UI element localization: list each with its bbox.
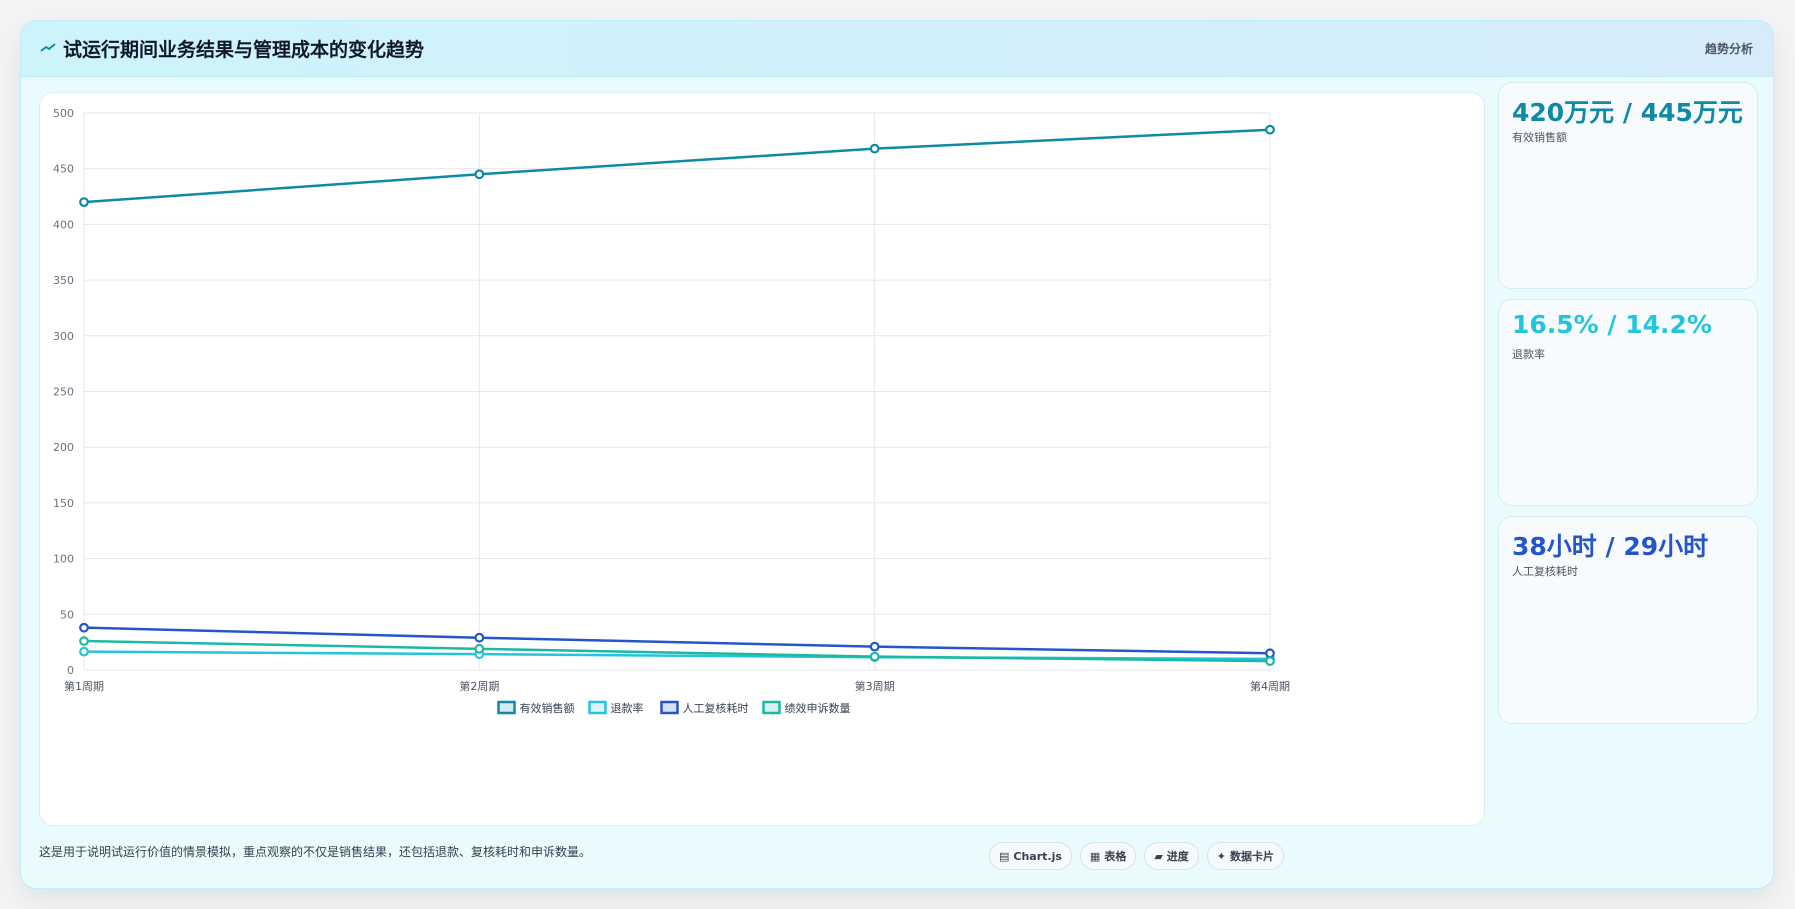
legend-label: 有效销售额	[520, 701, 575, 715]
y-tick-label: 0	[67, 664, 74, 677]
trend-line-icon	[40, 43, 56, 52]
pill-label: 表格	[1104, 850, 1127, 863]
y-tick-label: 450	[53, 163, 74, 176]
pill-label: Chart.js	[1013, 849, 1062, 863]
stat-value-refund: 16.5% / 14.2%	[1512, 310, 1712, 339]
stat-label-sales: 有效销售额	[1512, 131, 1567, 144]
data-point	[474, 643, 485, 654]
legend-swatch	[762, 700, 781, 715]
data-point	[869, 143, 880, 154]
data-point	[79, 646, 89, 657]
x-tick-label: 第4周期	[1250, 679, 1290, 693]
pill-data-card[interactable]: ✦ 数据卡片	[1206, 842, 1285, 870]
stat-value-review: 38小时 / 29小时	[1512, 532, 1709, 561]
data-point	[1265, 656, 1275, 666]
y-tick-label: 150	[53, 497, 74, 510]
data-point	[869, 651, 880, 662]
stat-value-sales: 420万元 / 445万元	[1512, 98, 1743, 127]
y-tick-label: 100	[53, 553, 74, 566]
chart-card: 试运行期间业务结果与管理成本的变化趋势 趋势分析 0 50 100 150 200 250…	[20, 20, 1774, 889]
y-tick-label: 50	[60, 608, 74, 621]
stat-card-review: 38小时 / 29小时 人工复核耗时	[1498, 516, 1758, 724]
data-point	[79, 197, 89, 208]
stat-label-refund: 退款率	[1512, 348, 1545, 361]
y-tick-label: 350	[53, 274, 74, 287]
pill-label: 进度	[1166, 850, 1189, 863]
pill-progress[interactable]: ▰ 进度	[1144, 842, 1199, 870]
data-point	[1265, 648, 1275, 659]
data-point	[474, 169, 485, 180]
series-line	[83, 128, 1271, 204]
stat-label-review: 人工复核耗时	[1512, 565, 1578, 578]
data-point	[79, 622, 89, 633]
legend-swatch	[588, 700, 607, 715]
page-title: 试运行期间业务结果与管理成本的变化趋势	[63, 39, 425, 61]
sparkle-icon: ✦	[1216, 849, 1227, 863]
y-tick-label: 200	[53, 441, 74, 454]
series-line	[83, 626, 1271, 655]
chart-icon: ▤	[999, 849, 1010, 863]
progress-icon: ▰	[1154, 849, 1163, 863]
header-tag: 趋势分析	[1704, 42, 1753, 56]
legend-label: 退款率	[611, 701, 644, 715]
series-line	[83, 639, 1271, 663]
stat-card-sales: 420万元 / 445万元 有效销售额	[1498, 82, 1758, 289]
y-tick-label: 250	[53, 386, 74, 399]
pill-chartjs[interactable]: ▤ Chart.js	[989, 842, 1072, 870]
line-chart: 0 50 100 150 200 250 300 350 400 450 500 第1周期 第2周期 第3…	[53, 107, 1290, 715]
y-tick-label: 500	[53, 107, 74, 120]
pill-label: 数据卡片	[1230, 850, 1275, 863]
legend-swatch	[660, 700, 679, 715]
stat-card-refund: 16.5% / 14.2% 退款率	[1498, 299, 1758, 506]
y-tick-label: 300	[53, 330, 74, 343]
legend-label: 绩效申诉数量	[785, 701, 851, 715]
data-point	[869, 641, 880, 652]
x-tick-label: 第3周期	[855, 679, 895, 693]
footnote: 这是用于说明试运行价值的情景模拟，重点观察的不仅是销售结果，还包括退款、复核耗时…	[39, 845, 592, 859]
feature-pills: ▤ Chart.js ▦ 表格 ▰ 进度 ✦ 数据卡片	[989, 842, 1285, 870]
legend-label: 人工复核耗时	[683, 701, 749, 715]
data-point	[79, 636, 89, 646]
chart-panel: 0 50 100 150 200 250 300 350 400 450 500 第1周期 第2周期 第3…	[39, 92, 1485, 826]
pill-table[interactable]: ▦ 表格	[1079, 842, 1137, 870]
data-point	[1265, 124, 1275, 135]
card-header: 试运行期间业务结果与管理成本的变化趋势 趋势分析	[21, 21, 1773, 77]
legend-swatch	[497, 700, 516, 715]
data-point	[474, 632, 485, 643]
table-icon: ▦	[1089, 849, 1101, 863]
x-tick-label: 第2周期	[459, 679, 499, 693]
x-tick-label: 第1周期	[64, 679, 104, 693]
y-tick-label: 400	[53, 218, 74, 231]
